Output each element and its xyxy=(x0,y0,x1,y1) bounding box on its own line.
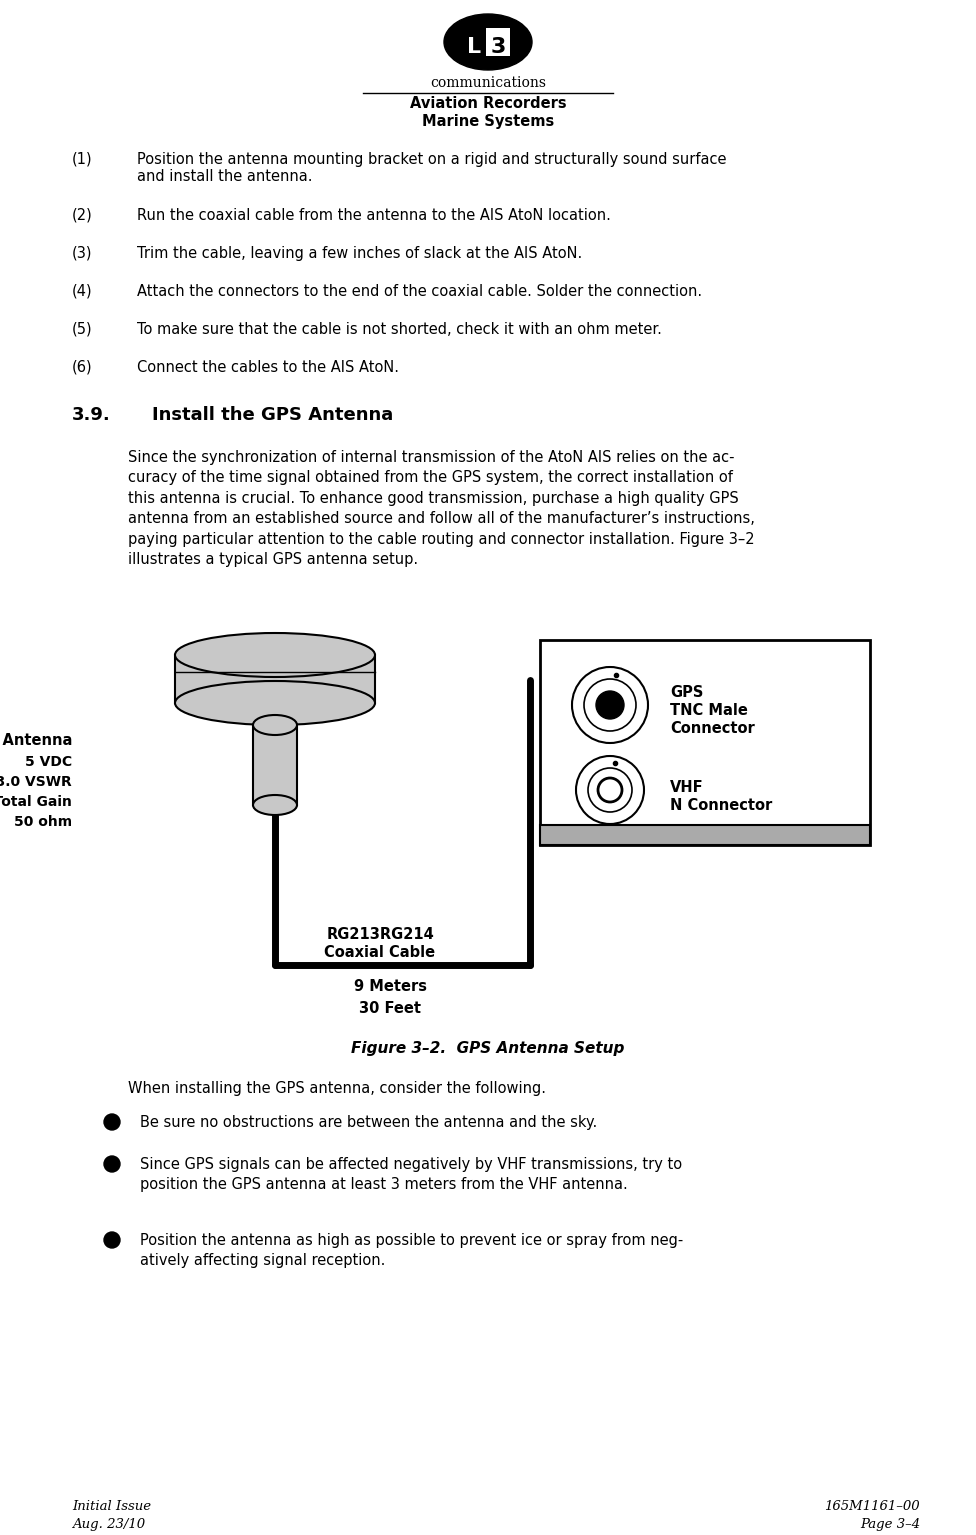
FancyBboxPatch shape xyxy=(486,28,510,55)
Circle shape xyxy=(104,1114,120,1130)
Text: communications: communications xyxy=(430,77,546,91)
Text: RG213RG214: RG213RG214 xyxy=(326,927,434,942)
Text: (1): (1) xyxy=(72,152,93,167)
Text: Attach the connectors to the end of the coaxial cable. Solder the connection.: Attach the connectors to the end of the … xyxy=(137,284,702,299)
Text: VHF: VHF xyxy=(670,780,704,795)
Text: Be sure no obstructions are between the antenna and the sky.: Be sure no obstructions are between the … xyxy=(140,1114,597,1130)
Text: 165M1161–00: 165M1161–00 xyxy=(825,1500,920,1514)
Text: 5 VDC: 5 VDC xyxy=(24,755,72,769)
Text: Connect the cables to the AIS AtoN.: Connect the cables to the AIS AtoN. xyxy=(137,361,399,375)
Text: Run the coaxial cable from the antenna to the AIS AtoN location.: Run the coaxial cable from the antenna t… xyxy=(137,209,611,223)
Text: Marine Systems: Marine Systems xyxy=(422,114,554,129)
Text: 9 Meters: 9 Meters xyxy=(353,979,427,995)
Text: N Connector: N Connector xyxy=(670,798,772,814)
Text: Connector: Connector xyxy=(670,721,754,735)
Text: Install the GPS Antenna: Install the GPS Antenna xyxy=(152,405,393,424)
FancyBboxPatch shape xyxy=(253,725,297,804)
Text: (4): (4) xyxy=(72,284,93,299)
Ellipse shape xyxy=(253,795,297,815)
Ellipse shape xyxy=(175,682,375,725)
Text: Initial Issue: Initial Issue xyxy=(72,1500,151,1514)
Text: To make sure that the cable is not shorted, check it with an ohm meter.: To make sure that the cable is not short… xyxy=(137,322,662,338)
Text: Trim the cable, leaving a few inches of slack at the AIS AtoN.: Trim the cable, leaving a few inches of … xyxy=(137,246,583,261)
Text: Since the synchronization of internal transmission of the AtoN AIS relies on the: Since the synchronization of internal tr… xyxy=(128,450,754,566)
Text: <3.0 VSWR: <3.0 VSWR xyxy=(0,775,72,789)
Circle shape xyxy=(588,768,632,812)
Text: Coaxial Cable: Coaxial Cable xyxy=(324,946,435,959)
Text: (6): (6) xyxy=(72,361,93,375)
Text: Page 3–4: Page 3–4 xyxy=(860,1518,920,1530)
Text: Figure 3–2.  GPS Antenna Setup: Figure 3–2. GPS Antenna Setup xyxy=(351,1041,625,1056)
Ellipse shape xyxy=(253,715,297,735)
Text: 30dbl Total Gain: 30dbl Total Gain xyxy=(0,795,72,809)
Text: (5): (5) xyxy=(72,322,93,338)
Text: GPS Antenna: GPS Antenna xyxy=(0,734,72,748)
Text: 3: 3 xyxy=(490,37,506,57)
Circle shape xyxy=(598,778,622,801)
Ellipse shape xyxy=(444,14,532,71)
Text: Position the antenna as high as possible to prevent ice or spray from neg-
ative: Position the antenna as high as possible… xyxy=(140,1233,683,1268)
Circle shape xyxy=(104,1233,120,1248)
Text: 30 Feet: 30 Feet xyxy=(359,1001,421,1016)
Text: L: L xyxy=(467,37,481,57)
Text: When installing the GPS antenna, consider the following.: When installing the GPS antenna, conside… xyxy=(128,1081,546,1096)
Text: Aug. 23/10: Aug. 23/10 xyxy=(72,1518,145,1530)
Text: 50 ohm: 50 ohm xyxy=(14,815,72,829)
Text: Aviation Recorders: Aviation Recorders xyxy=(410,97,566,111)
Circle shape xyxy=(576,757,644,824)
Circle shape xyxy=(572,668,648,743)
Ellipse shape xyxy=(175,632,375,677)
Text: GPS: GPS xyxy=(670,685,704,700)
Text: (2): (2) xyxy=(72,209,93,223)
Text: 3.9.: 3.9. xyxy=(72,405,110,424)
Circle shape xyxy=(584,678,636,731)
Circle shape xyxy=(596,691,624,718)
Circle shape xyxy=(104,1156,120,1173)
FancyBboxPatch shape xyxy=(540,824,870,844)
FancyBboxPatch shape xyxy=(540,640,870,844)
Text: (3): (3) xyxy=(72,246,93,261)
Text: Position the antenna mounting bracket on a rigid and structurally sound surface
: Position the antenna mounting bracket on… xyxy=(137,152,726,184)
FancyBboxPatch shape xyxy=(175,655,375,703)
Text: TNC Male: TNC Male xyxy=(670,703,748,718)
Text: Since GPS signals can be affected negatively by VHF transmissions, try to
positi: Since GPS signals can be affected negati… xyxy=(140,1157,682,1191)
